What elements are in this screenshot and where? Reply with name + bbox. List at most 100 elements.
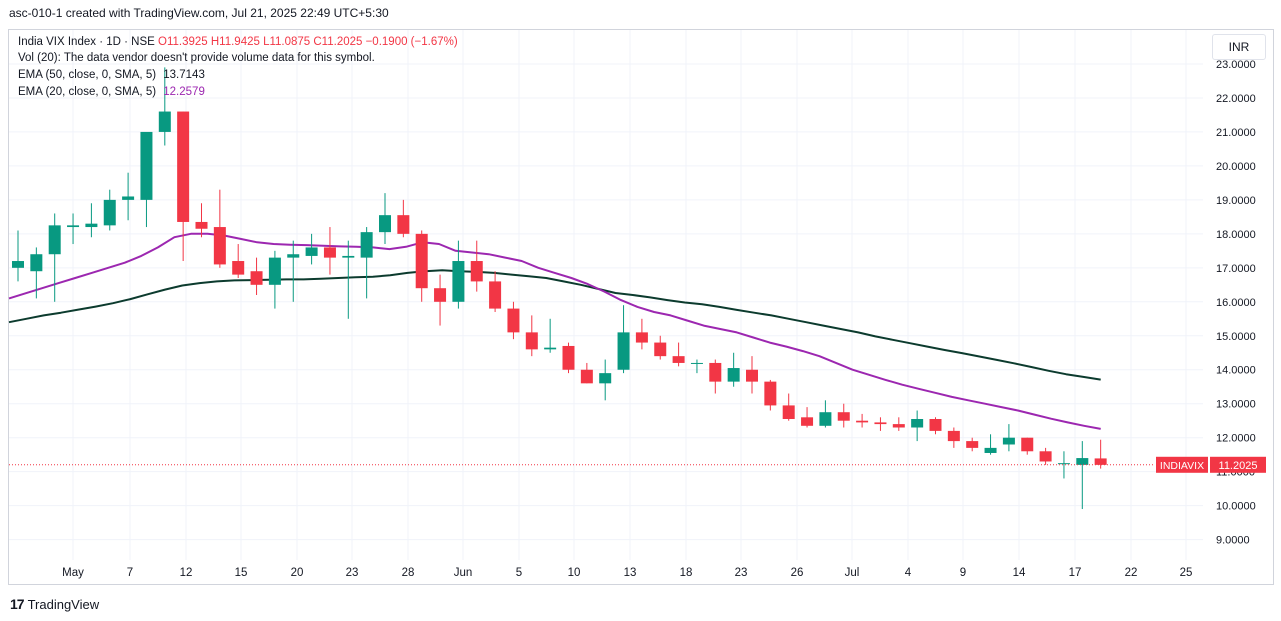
x-tick-label: 20 [291,567,304,579]
candle-body [323,247,336,258]
candle-body [158,111,171,132]
legend-ema50[interactable]: EMA (50, close, 0, SMA, 5) 13.7143 [18,69,205,81]
price-badge-symbol-bg [1156,456,1208,473]
ema50-line [8,269,1101,381]
chart-frame[interactable] [8,29,1274,585]
candle-body [48,225,61,255]
tradingview-logo-icon: 17 [10,596,25,612]
x-tick-label: 9 [960,567,966,579]
y-tick-label: 14.0000 [1216,365,1256,377]
candle-body [856,420,869,423]
candle-body [654,342,667,357]
candle-body [782,405,795,420]
y-tick-label: 13.0000 [1216,399,1256,411]
candle-body [287,254,300,258]
candle-body [342,255,355,258]
currency-button[interactable]: INR [1212,34,1266,60]
candle-body [434,288,447,302]
y-tick-label: 15.0000 [1216,331,1256,343]
y-tick-label: 12.0000 [1216,433,1256,445]
price-badge-value: 11.2025 [1219,460,1258,472]
legend-ema20-label: EMA (20, close, 0, SMA, 5) [18,86,157,98]
x-tick-label: 4 [905,567,912,579]
candle-body [305,247,318,256]
candle-body [1094,458,1107,465]
x-tick-label: 5 [516,567,522,579]
candle-body [1002,437,1015,445]
candle-body [1076,458,1089,465]
candle-body [30,254,43,272]
candle-body [470,261,483,282]
footer-brand[interactable]: 17 TradingView [10,596,99,612]
x-tick-label: 7 [127,567,133,579]
y-tick-label: 23.0000 [1216,59,1256,71]
x-tick-label: 15 [235,567,248,579]
x-tick-label: 22 [1125,567,1138,579]
footer-brand-label: TradingView [27,596,100,612]
candle-body [617,332,630,370]
legend-ema50-value: 13.7143 [163,69,205,81]
ema50-layer [8,269,1101,381]
x-tick-label: 17 [1069,567,1082,579]
candle-body [85,223,98,228]
y-tick-label: 21.0000 [1216,127,1256,139]
x-tick-label: 25 [1180,567,1193,579]
candle-body [635,332,648,343]
candles-layer [12,67,1107,510]
legend-ema50-label: EMA (50, close, 0, SMA, 5) [18,69,157,81]
candle-body [892,424,905,428]
price-badge-symbol: INDIAVIX [1160,460,1204,472]
candle-body [837,412,850,421]
candle-body [268,257,281,285]
chart-title: asc-010-1 created with TradingView.com, … [9,6,389,20]
legend-ema20-value: 12.2579 [163,86,205,98]
x-tick-label: Jun [454,567,473,579]
candle-body [379,215,391,233]
legend-ema20[interactable]: EMA (20, close, 0, SMA, 5) 12.2579 [18,86,205,98]
legend-volume-text: Vol (20): The data vendor doesn't provid… [18,52,375,64]
legend-symbol-line[interactable]: India VIX Index · 1D · NSE O11.3925 H11.… [18,36,458,48]
candle-body [801,417,814,426]
candle-body [874,422,887,425]
candle-body [489,281,502,309]
candle-body [213,227,226,265]
y-tick-label: 9.0000 [1216,535,1250,547]
candle-body [819,412,832,426]
candle-body [415,233,428,289]
candle-body [67,225,80,228]
candle-body [599,373,612,384]
candle-body [709,362,722,382]
candle-body [103,199,116,226]
candle-body [727,368,740,382]
candle-body [452,261,465,302]
candle-body [984,447,997,453]
candle-body [177,111,190,222]
candle-body [122,196,135,200]
x-tick-label: 26 [791,567,804,579]
grid [9,30,1203,560]
legend-volume[interactable]: Vol (20): The data vendor doesn't provid… [18,52,375,64]
candle-body [507,308,520,333]
x-tick-label: 23 [735,567,748,579]
candle-body [232,261,245,275]
legend-ohlc: O11.3925 H11.9425 L11.0875 C11.2025 −0.1… [158,36,458,48]
y-tick-label: 19.0000 [1216,195,1256,207]
last-price-marker: INDIAVIX 11.2025 [9,456,1266,473]
candle-body [1057,463,1070,465]
x-tick-label: 12 [180,567,193,579]
candle-body [580,369,593,384]
y-tick-label: 18.0000 [1216,229,1256,241]
x-tick-label: May [62,567,84,579]
ema20-line [8,232,1101,430]
x-tick-label: 10 [568,567,581,579]
candle-body [397,215,410,234]
y-tick-label: 20.0000 [1216,161,1256,173]
candle-body [690,362,703,364]
candle-body [544,347,557,350]
candle-body [672,356,685,363]
candle-body [966,441,979,448]
x-axis: May 7 12 15 20 23 28 Jun 5 10 13 18 23 26 Jul 4 9 14 17 22 2… [62,567,1192,579]
y-tick-label: 17.0000 [1216,263,1256,275]
candle-body [947,430,960,442]
